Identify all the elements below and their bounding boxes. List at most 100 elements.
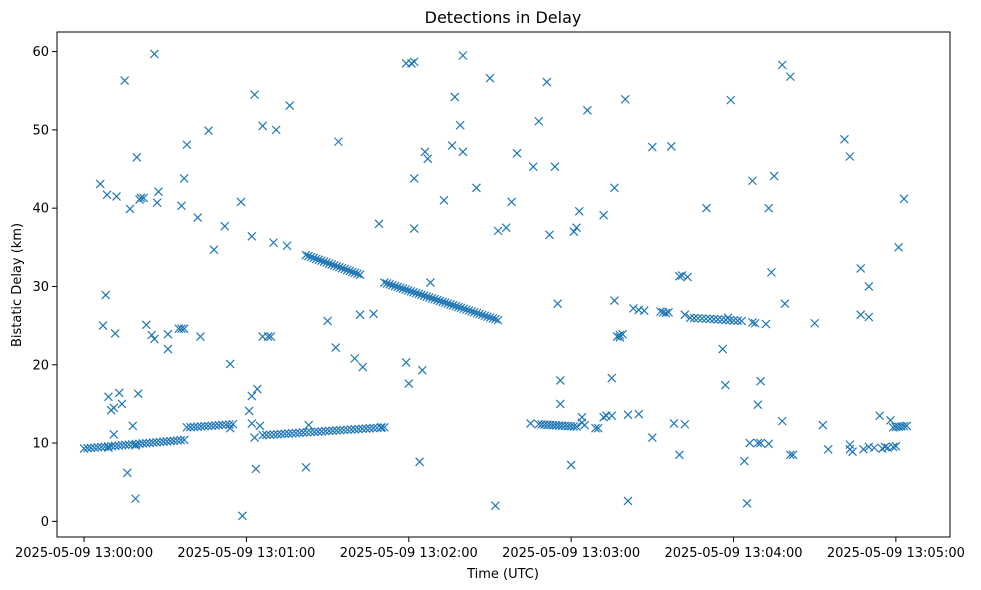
- data-point: [102, 190, 112, 200]
- data-point: [628, 303, 638, 313]
- data-point: [461, 305, 471, 315]
- data-point: [526, 419, 535, 428]
- data-point: [880, 442, 890, 452]
- data-point: [329, 260, 339, 270]
- data-point: [255, 421, 265, 431]
- data-point: [301, 462, 311, 472]
- data-point: [542, 77, 552, 87]
- data-point: [96, 442, 106, 452]
- data-point: [224, 420, 234, 429]
- data-point: [674, 271, 684, 281]
- data-point: [818, 420, 828, 430]
- data-point: [697, 314, 707, 323]
- data-point: [265, 430, 275, 440]
- data-point: [114, 441, 124, 450]
- data-point: [149, 334, 159, 344]
- data-point: [417, 290, 426, 300]
- data-point: [179, 435, 189, 445]
- data-point: [103, 442, 113, 451]
- data-point: [447, 141, 457, 150]
- data-point: [720, 380, 730, 390]
- data-point: [237, 511, 247, 521]
- data-point: [365, 423, 375, 433]
- y-tick-label: 40: [32, 202, 49, 217]
- data-point: [693, 313, 703, 323]
- data-point: [152, 437, 161, 447]
- data-point: [580, 420, 590, 430]
- data-point: [615, 330, 625, 340]
- x-tick-label: 2025-05-09 13:01:00: [177, 546, 315, 561]
- data-point: [252, 384, 262, 394]
- data-point: [756, 376, 766, 386]
- data-point: [446, 299, 455, 309]
- data-point: [555, 399, 565, 409]
- data-point: [355, 270, 365, 280]
- data-point: [572, 223, 581, 233]
- data-point: [347, 267, 357, 277]
- data-point: [432, 295, 442, 305]
- data-point: [404, 379, 414, 388]
- data-point: [612, 332, 622, 341]
- data-point: [390, 281, 400, 291]
- data-point: [403, 285, 413, 295]
- data-point: [131, 439, 141, 449]
- data-point: [125, 204, 135, 214]
- data-point: [477, 310, 487, 320]
- data-point: [327, 260, 337, 269]
- data-point: [169, 436, 179, 446]
- data-point: [483, 312, 492, 322]
- data-point: [666, 141, 676, 151]
- data-point: [409, 173, 419, 183]
- data-point: [83, 443, 92, 453]
- data-point: [109, 403, 119, 413]
- data-point: [591, 423, 600, 433]
- data-point: [141, 438, 151, 448]
- data-point: [165, 436, 175, 446]
- data-point: [322, 258, 331, 268]
- data-point: [124, 440, 134, 450]
- data-point: [891, 441, 901, 451]
- data-point: [455, 120, 465, 130]
- data-point: [337, 263, 347, 273]
- data-point: [250, 433, 259, 442]
- data-point: [182, 140, 192, 150]
- data-point: [332, 261, 342, 271]
- data-points: [79, 49, 912, 521]
- data-point: [280, 429, 290, 439]
- data-point: [136, 193, 146, 203]
- data-point: [753, 400, 763, 410]
- data-point: [186, 422, 195, 432]
- data-point: [316, 256, 326, 266]
- data-point: [401, 285, 411, 294]
- data-point: [490, 501, 500, 511]
- data-point: [491, 314, 500, 324]
- data-point: [680, 419, 690, 429]
- data-point: [409, 287, 418, 297]
- data-point: [117, 440, 127, 450]
- data-point: [701, 314, 711, 324]
- data-point: [141, 320, 151, 330]
- y-axis-ticks: 0 10 20 30 40 50 60: [32, 45, 57, 530]
- data-point: [737, 316, 747, 326]
- data-point: [221, 420, 231, 430]
- data-point: [298, 428, 308, 438]
- data-point: [569, 421, 579, 431]
- data-point: [361, 424, 371, 433]
- data-point: [147, 330, 157, 340]
- data-point: [607, 411, 617, 421]
- data-point: [507, 197, 517, 207]
- data-point: [209, 245, 219, 255]
- data-point: [569, 227, 579, 237]
- data-point: [272, 429, 282, 439]
- data-point: [285, 101, 295, 111]
- data-point: [435, 296, 445, 306]
- data-point: [574, 206, 584, 216]
- data-point: [266, 332, 276, 341]
- data-point: [343, 425, 352, 435]
- data-point: [407, 58, 416, 68]
- data-point: [324, 259, 334, 268]
- x-tick-label: 2025-05-09 13:00:00: [15, 546, 153, 561]
- data-point: [382, 278, 392, 288]
- data-point: [469, 307, 479, 317]
- data-point: [345, 266, 355, 276]
